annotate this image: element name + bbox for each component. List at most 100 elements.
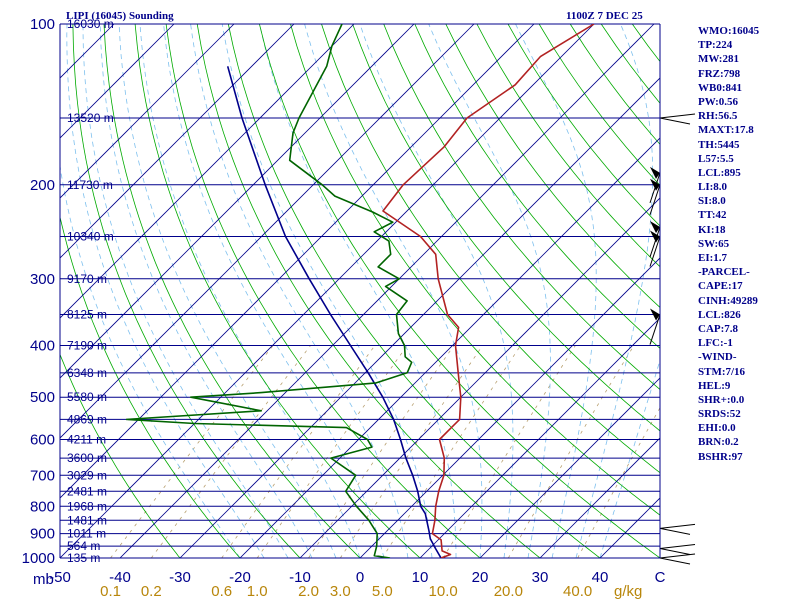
index-item: -WIND- <box>698 351 737 364</box>
height-label: 4211 m <box>67 433 106 447</box>
isobars <box>60 23 660 559</box>
height-label: 3600 m <box>67 451 107 465</box>
isotherm-line <box>299 197 660 558</box>
pressure-tick-label: 100 <box>30 16 55 33</box>
isotherm-line <box>60 24 235 199</box>
height-label: 135 m <box>67 551 100 565</box>
height-label: 3029 m <box>67 468 107 482</box>
dry-adiabat-line <box>414 24 660 349</box>
pressure-tick-label: 700 <box>30 467 55 484</box>
mixing-ratio-tick-label: 5.0 <box>372 583 393 600</box>
pressure-tick-labels: 100 200 300 400 500 600 700 800 900 1000 <box>22 16 55 567</box>
height-label: 1968 m <box>67 499 107 513</box>
height-label: 9170 m <box>67 272 107 286</box>
index-item: FRZ:798 <box>698 67 741 80</box>
index-item: HEL:9 <box>698 379 731 392</box>
wind-barb <box>649 308 661 345</box>
dry-adiabat-line <box>445 24 660 308</box>
index-item: SI:8.0 <box>698 195 726 208</box>
pressure-tick-label: 500 <box>30 389 55 406</box>
pressure-tick-label: 200 <box>30 177 55 194</box>
height-label: 8125 m <box>67 308 107 322</box>
index-item: CAPE:17 <box>698 280 743 293</box>
height-label: 2481 m <box>67 484 107 498</box>
mixing-ratio-tick-labels: 0.1 0.2 0.6 1.0 2.0 3.0 5.0 10.0 20.0 40.0 <box>100 583 592 600</box>
wind-barbs <box>649 113 696 565</box>
dry-adiabat-line <box>383 24 660 391</box>
isotherm-line <box>419 317 660 558</box>
index-item: EHI:0.0 <box>698 422 736 435</box>
wind-barb <box>649 230 661 267</box>
wind-barb <box>649 166 661 204</box>
isotherm-line <box>60 24 295 259</box>
pressure-tick-label: 900 <box>30 526 55 543</box>
isotherm-line <box>239 137 660 558</box>
isotherm-line <box>60 24 475 439</box>
height-label: 1011 m <box>67 527 106 541</box>
index-item: LI:8.0 <box>698 181 728 194</box>
dry-adiabat-line <box>60 215 241 558</box>
height-label: 564 m <box>67 539 100 553</box>
index-item: TP:224 <box>698 39 733 52</box>
index-item: L57:5.5 <box>698 152 734 165</box>
index-item: SRDS:52 <box>698 408 741 421</box>
index-item: MAXT:17.8 <box>698 124 754 137</box>
pressure-tick-label: 400 <box>30 338 55 355</box>
temperature-tick-label: 0 <box>356 569 364 586</box>
index-item: RH:56.5 <box>698 110 738 123</box>
dry-adiabat-line <box>259 24 660 558</box>
temperature-tick-label: 40 <box>592 569 609 586</box>
temperature-tick-label: -30 <box>169 569 191 586</box>
temperature-tick-label: -40 <box>109 569 131 586</box>
dry-adiabat-line <box>134 24 421 558</box>
index-item: LCL:826 <box>698 308 741 321</box>
isotherm-line <box>60 24 535 499</box>
mixing-ratio-tick-label: 40.0 <box>563 583 592 600</box>
mixing-ratio-tick-label: 1.0 <box>247 583 268 600</box>
index-item: CAP:7.8 <box>698 322 739 335</box>
index-item: TT:42 <box>698 209 727 222</box>
height-label: 10340 m <box>67 229 114 243</box>
sounding-profiles <box>125 24 595 558</box>
height-label: 5580 m <box>67 390 107 404</box>
temperature-tick-label: C <box>655 569 666 586</box>
mixing-ratio-tick-label: 0.6 <box>211 583 232 600</box>
index-item: WMO:16045 <box>698 25 760 37</box>
height-label: 4869 m <box>67 412 107 426</box>
index-item: LFC:-1 <box>698 337 733 350</box>
index-item: WB0:841 <box>698 81 742 94</box>
pressure-tick-label: 300 <box>30 271 55 288</box>
height-label: 11730 m <box>67 178 113 192</box>
isotherm-line <box>60 24 415 379</box>
temperature-tick-label: -10 <box>289 569 311 586</box>
index-item: MW:281 <box>698 53 739 66</box>
wind-barb <box>649 221 661 258</box>
sounding-title: LIPI (16045) Sounding <box>66 10 174 22</box>
dry-adiabat-line <box>72 24 301 558</box>
dry-adiabat-line <box>196 24 541 558</box>
index-item: CINH:49289 <box>698 294 758 307</box>
mixing-ratio-unit-label: g/kg <box>614 583 642 600</box>
index-item: EI:1.7 <box>698 252 728 264</box>
mixing-ratio-tick-label: 3.0 <box>330 583 351 600</box>
index-item: SW:65 <box>698 237 730 250</box>
mixing-ratio-tick-label: 20.0 <box>494 583 523 600</box>
wind-barb <box>659 113 696 125</box>
pressure-tick-label: 800 <box>30 498 55 515</box>
index-item: SHR+:0.0 <box>698 393 745 406</box>
isotherm-line <box>359 257 660 558</box>
index-item: STM:7/16 <box>698 365 746 378</box>
index-item: BRN:0.2 <box>698 436 739 449</box>
index-item: BSHR:97 <box>698 450 743 463</box>
dry-adiabat-line <box>290 24 660 516</box>
mixing-ratio-tick-label: 2.0 <box>298 583 319 600</box>
isotherm-line <box>60 24 355 319</box>
mixing-ratio-tick-label: 0.2 <box>141 583 162 600</box>
isotherm-line <box>119 24 655 558</box>
mixing-ratio-tick-label: 0.1 <box>100 583 121 600</box>
dewpoint-profile-line <box>125 24 413 558</box>
index-item: TH:5445 <box>698 138 740 151</box>
pressure-unit-label: mb <box>33 571 54 588</box>
